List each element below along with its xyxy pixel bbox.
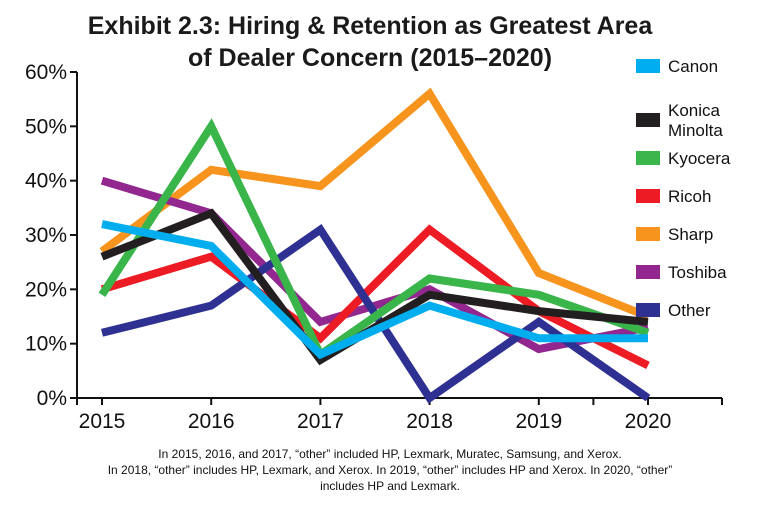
legend-label-toshiba: Toshiba	[668, 263, 727, 282]
x-tick-label: 2019	[515, 410, 562, 433]
legend-swatch-other	[636, 303, 660, 317]
footnote-line-3: includes HP and Lexmark.	[320, 479, 460, 493]
y-tick-label: 20%	[25, 278, 67, 301]
legend-label-other: Other	[668, 301, 711, 320]
series-line-ricoh	[100, 224, 650, 369]
y-tick-label: 50%	[25, 115, 67, 138]
x-tick-label: 2017	[297, 410, 344, 433]
y-tick-label: 40%	[25, 170, 67, 193]
legend-swatch-sharp	[636, 227, 660, 241]
y-tick-label: 30%	[25, 224, 67, 247]
chart-title-line-2: of Dealer Concern (2015–2020)	[187, 44, 553, 72]
chart-title-line-1: Exhibit 2.3: Hiring & Retention as Great…	[87, 12, 653, 40]
legend-label-ricoh: Ricoh	[668, 187, 711, 206]
y-tick-label: 60%	[25, 61, 67, 84]
x-tick-label: 2018	[406, 410, 453, 433]
footnote: In 2015, 2016, and 2017, “other” include…	[0, 446, 780, 494]
tick-labels: 0% 10% 20% 30% 40% 50% 60% 2015 2016 2017 2018 2019…	[25, 61, 671, 433]
legend-label-canon: Canon	[668, 57, 718, 76]
legend-swatch-kyocera	[636, 151, 660, 165]
legend-label-konica-minolta: Minolta	[668, 121, 723, 140]
footnote-line-1: In 2015, 2016, and 2017, “other” include…	[158, 447, 622, 461]
legend-swatch-toshiba	[636, 265, 660, 279]
series-line-toshiba	[100, 176, 649, 354]
footnote-line-2: In 2018, “other” includes HP, Lexmark, a…	[107, 463, 673, 477]
series-line-canon	[101, 220, 648, 360]
x-tick-label: 2015	[79, 410, 126, 433]
chart-title: Exhibit 2.3: Hiring & Retention as Great…	[60, 10, 680, 74]
legend-label-konica-minolta: Konica	[668, 101, 721, 120]
x-tick-label: 2020	[625, 410, 672, 433]
series-line-sharp	[99, 87, 650, 321]
y-tick-label: 0%	[37, 387, 67, 410]
legend-label-sharp: Sharp	[668, 225, 713, 244]
series-line-kyocera	[98, 118, 650, 361]
legend-swatch-ricoh	[636, 189, 660, 203]
y-tick-label: 10%	[25, 333, 67, 356]
legend-swatch-canon	[636, 59, 660, 73]
legend-label-kyocera: Kyocera	[668, 149, 731, 168]
series-lines	[98, 87, 651, 404]
x-tick-label: 2016	[188, 410, 235, 433]
legend-swatch-konica-minolta	[636, 113, 660, 127]
